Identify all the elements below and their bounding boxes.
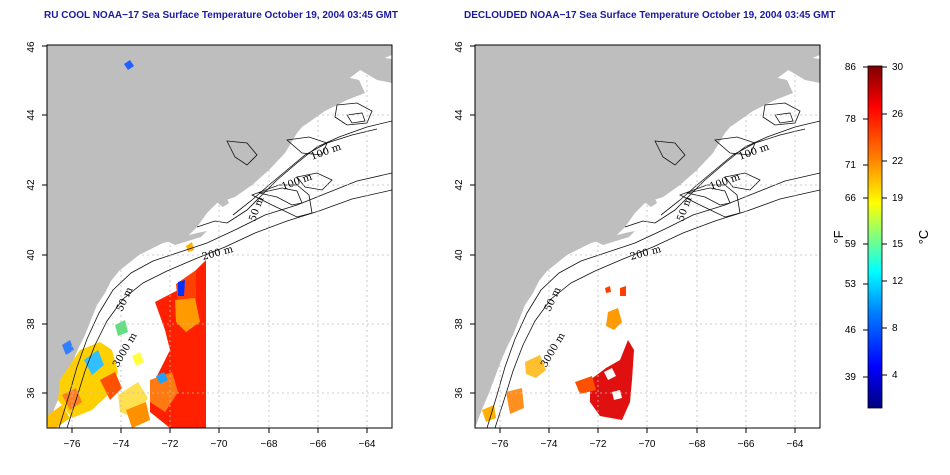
colorbar-f-tick-7: 39 — [845, 372, 857, 383]
colorbar-f-tick-1: 78 — [845, 114, 857, 125]
left-y-tick-3: 42 — [26, 179, 37, 191]
colorbar-fahrenheit-label: °F — [831, 230, 846, 243]
colorbar-c-tick-4: 15 — [892, 239, 904, 250]
right-x-tick-5: −66 — [738, 439, 755, 450]
left-x-tick-3: −70 — [211, 439, 228, 450]
right-x-tick-3: −70 — [639, 439, 656, 450]
right-y-tick-0: 36 — [454, 387, 465, 399]
colorbar: 86 78 71 66 59 53 46 39 30 26 22 19 15 1… — [831, 62, 931, 409]
left-y-tick-1: 38 — [26, 318, 37, 330]
left-y-tick-2: 40 — [26, 249, 37, 261]
colorbar-f-tick-3: 66 — [845, 193, 857, 204]
colorbar-c-tick-2: 22 — [892, 156, 904, 167]
colorbar-f-tick-4: 59 — [845, 239, 857, 250]
left-y-tick-0: 36 — [26, 387, 37, 399]
left-x-tick-6: −64 — [359, 439, 376, 450]
right-x-tick-1: −74 — [541, 439, 558, 450]
right-y-tick-4: 44 — [454, 109, 465, 121]
colorbar-c-tick-0: 30 — [892, 62, 904, 73]
left-y-tick-4: 44 — [26, 109, 37, 121]
right-x-tick-4: −68 — [689, 439, 706, 450]
left-map-title: RU COOL NOAA−17 Sea Surface Temperature … — [44, 10, 398, 21]
colorbar-celsius-label: °C — [916, 230, 931, 245]
right-y-tick-5: 46 — [454, 41, 465, 53]
right-map-sst-patches — [482, 286, 634, 422]
colorbar-c-tick-6: 8 — [892, 323, 898, 334]
left-x-tick-5: −66 — [310, 439, 327, 450]
colorbar-c-tick-1: 26 — [892, 109, 904, 120]
right-map-title: DECLOUDED NOAA−17 Sea Surface Temperatur… — [464, 10, 836, 21]
right-x-tick-2: −72 — [590, 439, 607, 450]
left-x-tick-0: −76 — [64, 439, 81, 450]
left-x-tick-4: −68 — [261, 439, 278, 450]
right-y-tick-1: 38 — [454, 318, 465, 330]
right-x-tick-6: −64 — [787, 439, 804, 450]
left-map: 100 m 100 m 50 m 200 m 50 m 3000 m −76 −… — [26, 41, 393, 450]
colorbar-c-tick-5: 12 — [892, 276, 904, 287]
colorbar-c-tick-3: 19 — [892, 193, 904, 204]
right-map: 100 m 100 m 50 m 200 m 50 m 3000 m −76 −… — [454, 41, 821, 450]
left-map-grid — [47, 45, 392, 428]
colorbar-f-tick-5: 53 — [845, 279, 857, 290]
right-y-tick-3: 42 — [454, 179, 465, 191]
right-y-tick-2: 40 — [454, 249, 465, 261]
colorbar-gradient — [867, 65, 883, 409]
colorbar-f-tick-2: 71 — [845, 160, 857, 171]
colorbar-f-tick-6: 46 — [845, 325, 857, 336]
colorbar-f-tick-0: 86 — [845, 62, 857, 73]
left-x-tick-2: −72 — [162, 439, 179, 450]
right-map-grid — [475, 45, 820, 428]
colorbar-c-tick-7: 4 — [892, 370, 898, 381]
right-x-tick-0: −76 — [492, 439, 509, 450]
left-x-tick-1: −74 — [113, 439, 130, 450]
left-y-tick-5: 46 — [26, 41, 37, 53]
